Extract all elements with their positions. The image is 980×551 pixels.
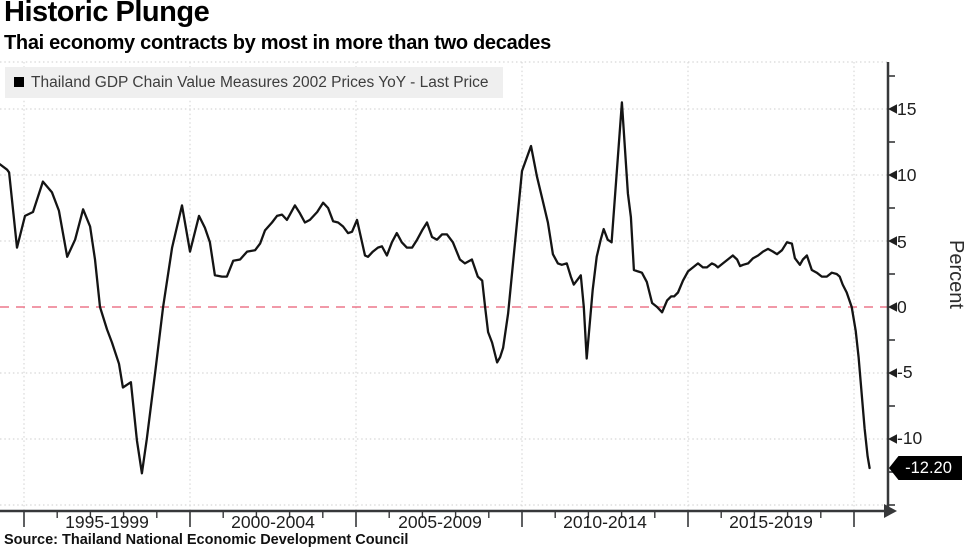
y-tick-label-neg5: -5 <box>897 362 913 382</box>
page-subtitle: Thai economy contracts by most in more t… <box>4 32 551 54</box>
x-tick-label-2005-2009: 2005-2009 <box>398 512 482 532</box>
x-tick-label-2015-2019: 2015-2019 <box>729 512 813 532</box>
y-tick-label-5: 5 <box>897 232 907 252</box>
legend-label: Thailand GDP Chain Value Measures 2002 P… <box>31 74 489 91</box>
source-line: Source: Thailand National Economic Devel… <box>4 532 409 548</box>
y-tick-label-0: 0 <box>897 297 907 317</box>
gridlines <box>0 61 888 511</box>
x-tick-label-2010-2014: 2010-2014 <box>563 512 647 532</box>
gdp-line-path <box>0 101 871 475</box>
x-tick-label-2000-2004: 2000-2004 <box>231 512 315 532</box>
legend-swatch-icon <box>14 77 24 87</box>
page-title: Historic Plunge <box>4 0 210 28</box>
y-tick-label-10: 10 <box>897 165 917 185</box>
y-axis-title: Percent <box>945 240 967 309</box>
legend[interactable]: Thailand GDP Chain Value Measures 2002 P… <box>5 67 503 98</box>
y-tick-label-15: 15 <box>897 99 917 119</box>
y-tick-label-neg10: -10 <box>897 428 923 448</box>
axes <box>0 62 897 527</box>
x-axis-arrow-icon <box>884 504 897 518</box>
last-price-badge: -12.20 <box>889 456 962 480</box>
x-tick-label-1995-1999: 1995-1999 <box>65 512 149 532</box>
